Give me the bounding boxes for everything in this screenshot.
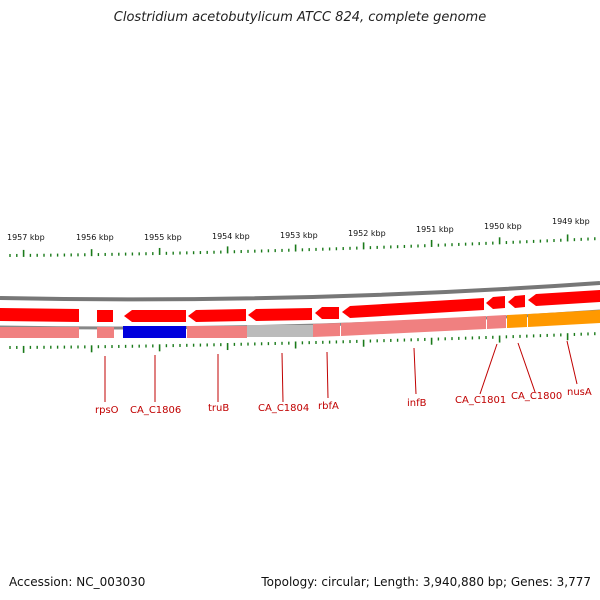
- leader-nusA: [566, 340, 578, 385]
- feature-block: [0, 327, 79, 338]
- scale-label-1950: 1950 kbp: [484, 222, 522, 231]
- feature-block-orange: [528, 310, 600, 327]
- feature-block: [487, 315, 506, 329]
- gene-arrow: [508, 295, 525, 308]
- gene-arrow: [248, 308, 312, 321]
- gene-label-rbfA: rbfA: [318, 401, 339, 412]
- genome-backbone: [0, 281, 600, 302]
- scale-label-1956: 1956 kbp: [76, 233, 114, 242]
- bottom-tick-marks: [9, 332, 596, 353]
- scale-label-1952: 1952 kbp: [348, 229, 386, 238]
- accession-text: Accession: NC_003030: [9, 575, 146, 589]
- feature-block: [341, 316, 486, 336]
- feature-block: [97, 327, 114, 338]
- leader-CA_C1801: [479, 343, 498, 395]
- gene-arrow: [342, 298, 484, 318]
- feature-block-grey: [247, 325, 313, 337]
- scale-label-1951: 1951 kbp: [416, 225, 454, 234]
- gene-label-rpsO: rpsO: [95, 405, 119, 416]
- gene-arrow: [528, 290, 600, 306]
- leader-CA_C1804: [281, 352, 284, 403]
- scale-label-1957: 1957 kbp: [7, 233, 45, 242]
- feature-block: [187, 326, 247, 338]
- scale-label-1955: 1955 kbp: [144, 233, 182, 242]
- scale-label-1949: 1949 kbp: [552, 217, 590, 226]
- genome-summary-text: Topology: circular; Length: 3,940,880 bp…: [261, 575, 591, 589]
- gene-arrow: [0, 308, 79, 322]
- gene-label-truB: truB: [208, 403, 229, 414]
- gene-label-infB: infB: [407, 398, 427, 409]
- gene-arrow: [188, 309, 246, 322]
- genome-title: Clostridium acetobutylicum ATCC 824, com…: [113, 10, 487, 25]
- leader-infB: [413, 347, 417, 395]
- feature-track-lower: [0, 310, 600, 338]
- feature-block-blue: [123, 326, 186, 338]
- gene-label-CA_C1800: CA_C1800: [511, 391, 562, 402]
- gene-label-CA_C1801: CA_C1801: [455, 395, 506, 406]
- gene-arrow: [315, 307, 339, 319]
- feature-block: [313, 323, 340, 337]
- gene-arrow: [97, 310, 113, 322]
- gene-leader-lines: [104, 340, 578, 403]
- feature-block-orange: [507, 314, 527, 328]
- gene-arrow: [486, 296, 505, 309]
- top-tick-marks: [9, 234, 596, 257]
- gene-arrows-upper: [0, 290, 600, 322]
- gene-label-CA_C1806: CA_C1806: [130, 405, 181, 416]
- scale-label-1953: 1953 kbp: [280, 231, 318, 240]
- leader-rbfA: [326, 351, 329, 399]
- gene-label-CA_C1804: CA_C1804: [258, 403, 309, 414]
- scale-label-1954: 1954 kbp: [212, 232, 250, 241]
- gene-label-nusA: nusA: [567, 387, 592, 398]
- leader-CA_C1800: [517, 342, 536, 393]
- gene-arrow: [124, 310, 186, 322]
